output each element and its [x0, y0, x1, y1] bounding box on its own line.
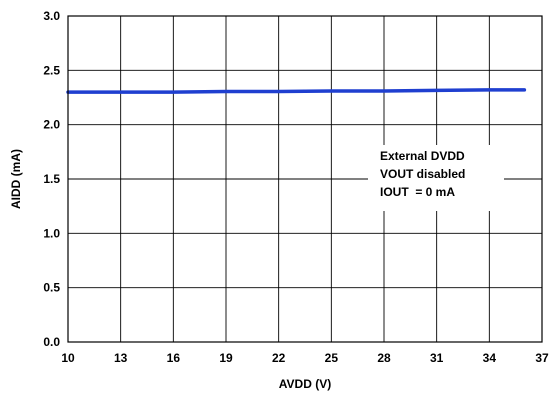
y-tick-label: 0.0	[43, 335, 60, 349]
x-tick-label: 25	[325, 351, 339, 365]
y-tick-label: 1.0	[43, 226, 60, 240]
annotation-box: External DVDD VOUT disabled IOUT = 0 mA	[368, 145, 504, 211]
y-tick-label: 0.5	[43, 281, 60, 295]
x-axis-label: AVDD (V)	[279, 377, 331, 391]
x-tick-label: 28	[377, 351, 391, 365]
y-tick-label: 3.0	[43, 9, 60, 23]
series-layer	[66, 88, 527, 94]
series-line-0	[66, 88, 527, 94]
y-tick-label: 2.5	[43, 63, 60, 77]
x-tick-label: 19	[219, 351, 233, 365]
annotation-line-2: VOUT disabled	[380, 167, 465, 181]
x-tick-label: 13	[114, 351, 128, 365]
plot-frame	[67, 15, 543, 343]
annotation-line-3: IOUT = 0 mA	[380, 185, 455, 199]
x-tick-label: 34	[483, 351, 497, 365]
x-tick-label: 31	[430, 351, 444, 365]
annotation-background	[368, 145, 504, 211]
x-tick-label: 22	[272, 351, 286, 365]
y-tick-label: 2.0	[43, 118, 60, 132]
y-tick-label: 1.5	[43, 172, 60, 186]
x-tick-label: 37	[535, 351, 549, 365]
annotation-line-1: External DVDD	[380, 149, 465, 163]
y-axis-label: AIDD (mA)	[9, 149, 23, 209]
x-tick-label: 16	[167, 351, 181, 365]
x-tick-labels: 10 13 16 19 22 25 28 31 34 37	[61, 351, 549, 365]
x-tick-label: 10	[61, 351, 75, 365]
y-tick-labels: 0.0 0.5 1.0 1.5 2.0 2.5 3.0	[43, 9, 60, 349]
